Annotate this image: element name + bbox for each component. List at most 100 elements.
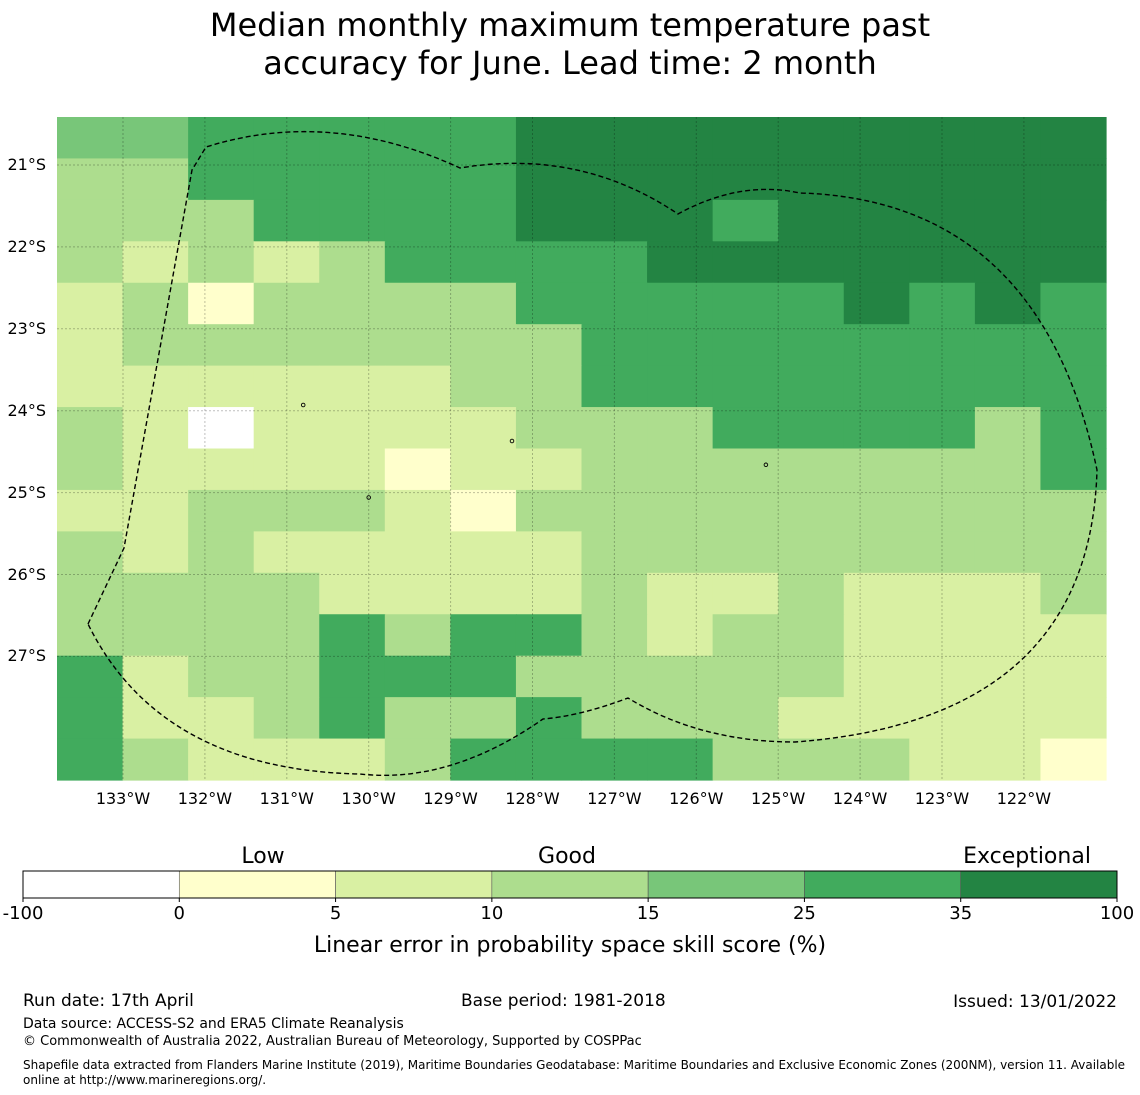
skill-cell xyxy=(253,158,320,201)
skill-cell xyxy=(712,407,779,450)
skill-cell xyxy=(647,117,714,160)
skill-cell xyxy=(909,572,976,615)
skill-cell xyxy=(647,572,714,615)
skill-cell xyxy=(319,572,386,615)
issued-date: Issued: 13/01/2022 xyxy=(953,992,1117,1012)
skill-cell xyxy=(450,282,517,325)
skill-cell xyxy=(843,655,910,698)
skill-cell xyxy=(712,365,779,408)
skill-cell xyxy=(57,531,124,574)
longitude-label: 133°W xyxy=(95,789,151,808)
skill-cell xyxy=(515,365,583,408)
skill-cell xyxy=(778,572,845,615)
skill-cell xyxy=(1040,531,1107,574)
shapefile-credit: Shapefile data extracted from Flanders M… xyxy=(23,1058,1126,1087)
skill-cell xyxy=(581,282,648,325)
category-exceptional: Exceptional xyxy=(963,844,1091,869)
skill-cell xyxy=(450,241,517,284)
skill-cell xyxy=(515,614,583,657)
colorbar-tick-label: 100 xyxy=(1099,903,1135,924)
skill-cell xyxy=(319,697,386,740)
skill-cell xyxy=(253,407,320,450)
longitude-label: 131°W xyxy=(259,789,314,808)
skill-cell xyxy=(843,365,910,408)
skill-cell xyxy=(1040,697,1107,740)
skill-cell xyxy=(712,324,779,367)
skill-cell xyxy=(1040,241,1107,284)
skill-cell xyxy=(974,655,1042,698)
skill-cell xyxy=(1040,324,1107,367)
skill-cell xyxy=(974,572,1042,615)
skill-cell xyxy=(188,572,255,615)
skill-cell xyxy=(647,614,714,657)
skill-cell xyxy=(253,531,320,574)
skill-cell xyxy=(57,241,124,284)
skill-cell xyxy=(843,407,910,450)
skill-cell xyxy=(647,448,714,491)
skill-cell xyxy=(122,448,189,491)
skill-cell xyxy=(1040,489,1107,532)
skill-cell xyxy=(384,489,451,532)
skill-cell xyxy=(384,407,451,450)
skill-cell xyxy=(188,199,255,242)
skill-cell xyxy=(57,199,124,242)
skill-cell xyxy=(188,489,255,532)
colorbar-swatch xyxy=(960,870,1118,899)
skill-cell xyxy=(384,531,451,574)
skill-cell xyxy=(515,407,583,450)
longitude-label: 125°W xyxy=(751,789,806,808)
skill-cell xyxy=(843,697,910,740)
skill-cell xyxy=(515,324,583,367)
skill-cell xyxy=(909,655,976,698)
colorbar-swatch xyxy=(22,870,180,899)
skill-cell xyxy=(253,324,320,367)
skill-cell xyxy=(384,572,451,615)
longitude-label: 130°W xyxy=(341,789,396,808)
skill-cell xyxy=(515,489,583,532)
skill-cell xyxy=(778,531,845,574)
longitude-label: 124°W xyxy=(832,789,888,808)
skill-cell xyxy=(712,655,779,698)
skill-cell xyxy=(384,158,451,201)
skill-cell xyxy=(909,531,976,574)
skill-cell xyxy=(778,241,845,284)
skill-cell xyxy=(581,365,648,408)
skill-cell xyxy=(122,614,189,657)
skill-cell xyxy=(319,448,386,491)
colorbar-tick-label: 25 xyxy=(792,903,816,924)
skill-cell xyxy=(909,199,976,242)
skill-cell xyxy=(515,531,583,574)
skill-cell xyxy=(122,572,189,615)
skill-cell xyxy=(188,324,255,367)
skill-cell xyxy=(450,117,517,160)
skill-cell xyxy=(319,324,386,367)
skill-cell xyxy=(450,324,517,367)
skill-cell xyxy=(57,324,124,367)
skill-cell xyxy=(974,407,1042,450)
colorbar-frame xyxy=(22,870,1118,899)
skill-cell xyxy=(581,158,648,201)
colorbar-swatch xyxy=(491,870,649,899)
skill-cell xyxy=(843,489,910,532)
skill-cell xyxy=(1040,407,1107,450)
skill-cell xyxy=(122,158,189,201)
skill-cell xyxy=(450,448,517,491)
colorbar-title: Linear error in probability space skill … xyxy=(313,933,827,958)
skill-cell xyxy=(1040,282,1107,325)
skill-cell xyxy=(647,241,714,284)
skill-cell xyxy=(778,407,845,450)
skill-cell xyxy=(909,489,976,532)
colorbar-swatch xyxy=(804,870,962,899)
colorbar-tick-label: 35 xyxy=(949,903,973,924)
skill-cell xyxy=(122,407,189,450)
skill-cell xyxy=(319,407,386,450)
skill-cell xyxy=(581,199,648,242)
skill-cell xyxy=(188,614,255,657)
longitude-label: 132°W xyxy=(177,789,233,808)
skill-cell xyxy=(515,199,583,242)
skill-cell xyxy=(384,324,451,367)
skill-cell xyxy=(909,158,976,201)
skill-cell xyxy=(974,738,1042,781)
skill-cell xyxy=(909,365,976,408)
skill-cell xyxy=(122,738,189,781)
